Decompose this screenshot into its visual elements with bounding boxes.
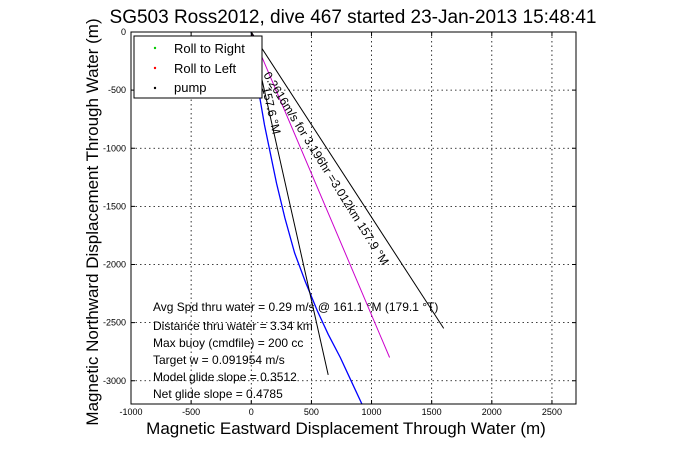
y-axis-ticks: 0 -500 -1000 -1500 -2000 -2500 -3000 [103,27,576,386]
x-tick-label: 0 [249,407,254,417]
legend: Roll to Right Roll to Left pump [133,35,263,99]
stat-model-glide: Model glide slope = 0.3512 [153,370,297,384]
legend-marker-0 [153,46,157,50]
stat-target-w: Target w = 0.091954 m/s [153,353,285,367]
x-tick-label: 2000 [482,407,502,417]
y-axis-label: Magnetic Northward Displacement Through … [83,18,102,425]
series-line-1 [250,32,391,358]
y-tick-label: 0 [121,27,126,37]
y-tick-label: -1000 [103,143,126,153]
legend-marker-1 [153,66,157,70]
x-tick-label: 500 [304,407,319,417]
y-tick-label: -1500 [103,201,126,211]
legend-label-2: pump [174,80,207,95]
x-tick-label: -500 [182,407,200,417]
legend-label-1: Roll to Left [174,61,237,76]
x-tick-label: -1000 [119,407,142,417]
legend-label-0: Roll to Right [174,41,245,56]
y-tick-label: -2500 [103,318,126,328]
series-line-3 [250,32,329,376]
series-line-2 [250,32,445,329]
stats-block: Avg Spd thru water = 0.29 m/s @ 161.1 °M… [153,300,438,401]
stat-max-buoy: Max buoy (cmdfile) = 200 cc [153,336,303,350]
plot-frame [130,31,577,405]
stat-net-glide: Net glide slope = 0.4785 [153,387,283,401]
y-tick-label: -500 [108,85,126,95]
y-tick-label: -3000 [103,376,126,386]
y-tick-label: -2000 [103,260,126,270]
x-axis-label: Magnetic Eastward Displacement Through W… [146,419,546,438]
x-tick-label: 1500 [422,407,442,417]
stat-avg-speed: Avg Spd thru water = 0.29 m/s @ 161.1 °M… [153,300,438,314]
x-tick-label: 2500 [542,407,562,417]
stat-distance: Distance thru water = 3.34 km [153,319,313,333]
legend-marker-2 [153,86,157,90]
x-tick-label: 1000 [362,407,382,417]
chart-title: SG503 Ross2012, dive 467 started 23-Jan-… [110,7,597,28]
x-axis-ticks: -1000 -500 0 500 1000 1500 2000 2500 [119,32,562,417]
